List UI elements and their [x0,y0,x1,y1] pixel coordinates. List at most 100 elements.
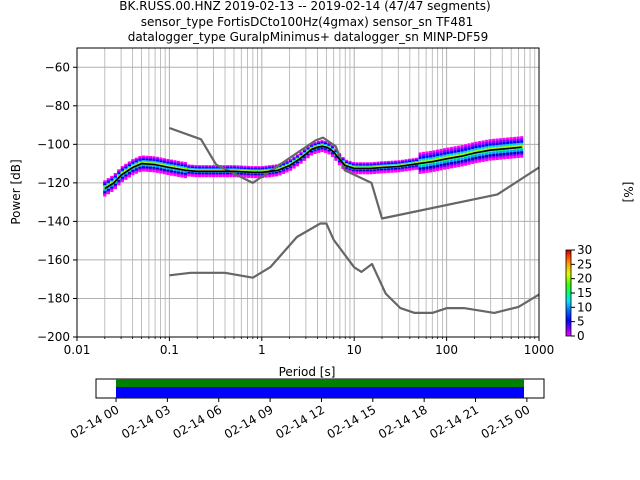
density-cell [450,149,454,152]
density-cell [141,158,145,162]
density-cell [506,148,510,152]
density-cell [285,169,289,173]
density-cell [516,151,520,155]
density-cell [492,147,496,150]
density-cell [383,170,387,174]
density-cell [253,175,258,179]
density-cell [176,170,180,173]
density-cell [309,152,314,156]
density-cell [183,166,187,170]
density-cell [453,157,457,160]
density-cell [464,150,468,154]
density-cell [453,148,457,152]
density-cell [180,174,184,178]
density-cell [155,156,159,160]
density-cell [176,168,180,172]
density-cell [446,158,450,162]
density-cell [201,174,205,178]
density-cell [124,163,128,167]
density-cell [138,166,142,170]
density-cell [460,157,464,161]
density-cell [425,164,429,167]
density-cell [509,154,513,158]
density-cell [485,157,489,160]
density-cell [159,157,163,161]
density-cell [429,168,433,171]
density-cell [439,151,443,154]
density-cell [446,162,450,166]
density-cell [159,170,163,174]
density-cell [173,170,177,174]
density-cell [152,157,156,161]
density-cell [506,137,510,141]
density-cell [180,166,184,169]
density-cell [148,155,152,159]
density-cell [439,166,443,169]
density-cell [516,140,520,144]
density-cell [513,147,517,151]
density-cell [110,180,114,184]
density-cell [159,166,163,170]
density-cell [418,160,422,164]
timeline-tick-label: 02-14 21 [427,402,481,441]
density-cell [457,153,461,157]
density-cell [471,150,475,154]
y-tick-label: −80 [45,99,70,113]
density-cell [162,158,166,161]
density-cell [513,155,517,159]
density-cell [481,144,485,148]
density-cell [106,188,110,192]
density-cell [422,151,426,155]
density-cell [460,145,464,148]
density-cell [169,167,173,171]
density-cell [422,162,426,166]
density-cell [502,156,506,160]
density-cell [495,146,499,150]
density-cell [467,149,471,153]
density-cell [488,147,492,151]
density-cell [218,174,223,178]
density-cell [471,159,475,163]
density-cell [117,180,121,183]
density-cell [141,166,145,169]
density-cell [313,151,317,154]
density-cell [246,175,251,178]
density-cell [134,165,138,169]
density-cell [436,149,440,153]
density-cell [429,166,433,169]
density-cell [190,174,194,177]
density-cell [141,160,145,163]
density-cell [446,153,450,157]
density-cell [117,172,121,175]
density-cell [120,175,124,178]
density-cell [173,160,177,163]
timeline-bar-green [116,379,524,387]
density-cell [513,145,517,148]
density-cell [509,150,513,153]
density-cell [488,139,492,142]
density-cell [103,191,107,194]
density-cell [478,152,482,155]
timeline-tick-label: 02-14 00 [68,402,122,441]
density-cell [113,186,117,190]
density-cell [145,169,149,172]
density-cell [215,174,219,178]
colorbar-tick-label: 10 [577,300,592,314]
density-cell [425,159,429,163]
density-cell [257,175,261,179]
density-cell [492,140,496,144]
density-cell [415,167,419,170]
density-cell [474,154,478,158]
density-cell [169,170,173,173]
density-cell [166,160,170,164]
density-cell [162,167,166,171]
y-tick-label: −140 [37,214,70,228]
density-cell [467,151,471,155]
density-cell [439,148,443,152]
density-cell [443,167,447,170]
timeline-bar-blue [116,387,524,398]
density-cell [306,155,310,159]
density-cell [464,159,468,162]
density-cell [117,169,121,172]
density-cell [117,182,121,186]
